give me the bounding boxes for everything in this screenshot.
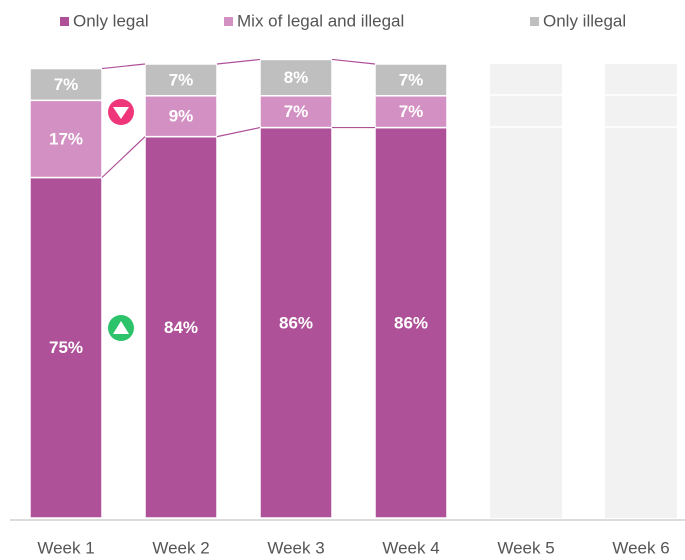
x-tick-label: Week 1 <box>37 538 94 557</box>
value-label: 86% <box>279 313 313 332</box>
connector <box>216 58 261 65</box>
legend-label: Only illegal <box>543 11 626 30</box>
value-label: 7% <box>169 70 194 89</box>
value-label: 7% <box>399 70 424 89</box>
bar-segment <box>29 99 103 179</box>
value-label: 8% <box>284 68 309 87</box>
legend-swatch <box>224 17 233 26</box>
x-tick-label: Week 3 <box>267 538 324 557</box>
legend-swatch <box>60 17 69 26</box>
bar-segment <box>144 95 218 138</box>
value-label: 9% <box>169 107 194 126</box>
value-label: 75% <box>49 338 83 357</box>
connector <box>101 63 146 70</box>
bar-segment <box>144 135 218 519</box>
bar-segment <box>259 95 333 129</box>
value-label: 7% <box>284 102 309 121</box>
bar-segment <box>29 67 103 102</box>
placeholder-bar <box>490 64 562 518</box>
value-label: 7% <box>399 102 424 121</box>
value-label: 84% <box>164 318 198 337</box>
bar-segment <box>374 126 448 519</box>
bar-segment <box>29 176 103 519</box>
up-indicator <box>108 315 134 341</box>
legend-label: Only legal <box>73 11 149 30</box>
value-label: 7% <box>54 75 79 94</box>
bar-segment <box>259 126 333 519</box>
value-label: 17% <box>49 129 83 148</box>
value-label: 86% <box>394 313 428 332</box>
placeholder-bar <box>605 64 677 518</box>
x-tick-label: Week 2 <box>152 538 209 557</box>
legend-swatch <box>530 17 539 26</box>
connector <box>331 58 376 65</box>
connector <box>216 126 261 138</box>
legend-label: Mix of legal and illegal <box>237 11 404 30</box>
x-tick-label: Week 5 <box>497 538 554 557</box>
connector <box>101 136 146 178</box>
plot <box>29 58 677 519</box>
x-tick-label: Week 4 <box>382 538 439 557</box>
bar-segment <box>144 63 218 97</box>
bar-segment <box>374 63 448 97</box>
bar-segment <box>374 95 448 129</box>
x-tick-label: Week 6 <box>612 538 669 557</box>
bar-segment <box>259 58 333 97</box>
down-indicator <box>108 99 134 125</box>
